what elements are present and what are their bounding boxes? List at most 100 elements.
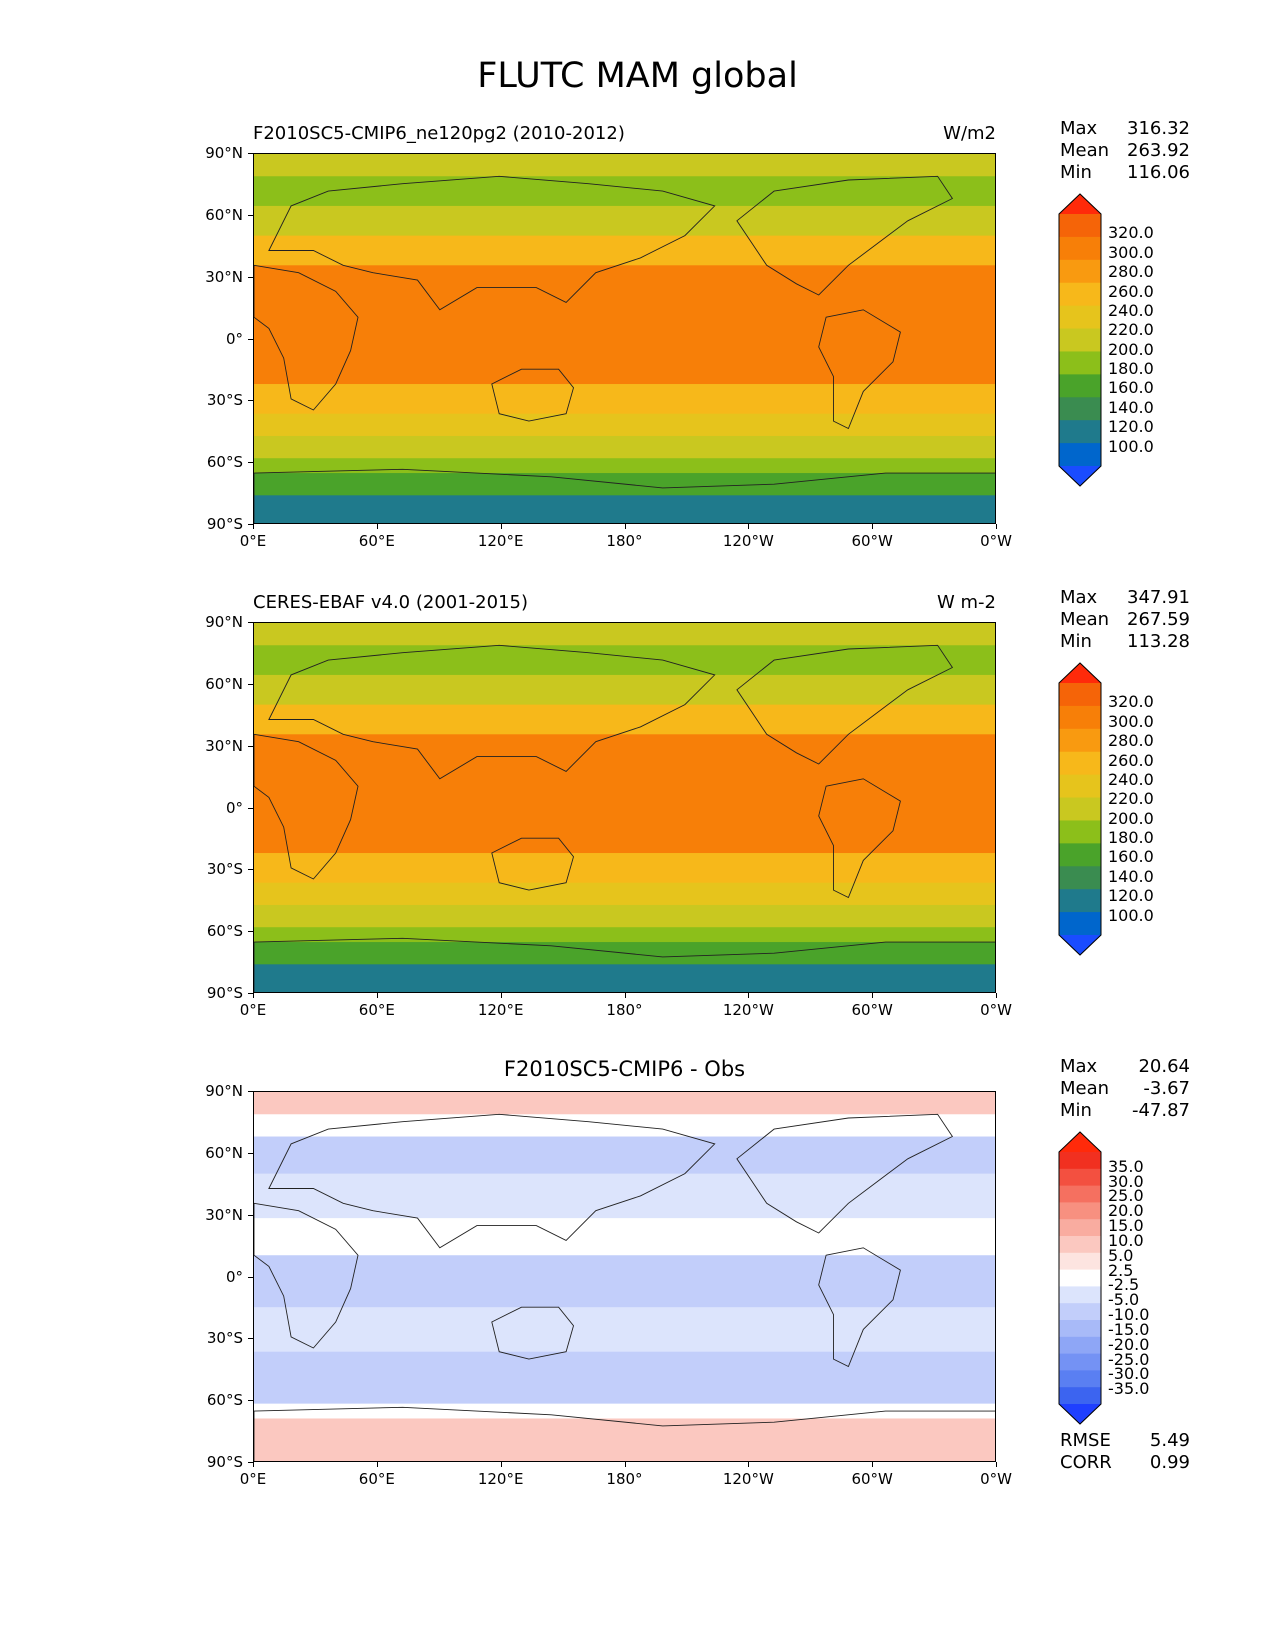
lon-tick-mark [748,1462,750,1467]
colorbar-tick-label: 240.0 [1108,769,1154,789]
colorbar-tick-label: 160.0 [1108,378,1154,398]
lat-tick-label: 60°S [206,453,243,472]
lon-tick-mark [253,1462,254,1467]
lon-tick-mark [996,524,997,529]
colorbar-swatch [1059,1202,1101,1220]
lat-tick-mark [248,214,253,216]
coastline [268,1113,716,1249]
colorbar-swatch [1059,351,1101,375]
colorbar-tick-label: 100.0 [1108,905,1154,925]
coastline [736,644,954,765]
colorbar-swatch [1059,705,1101,730]
field-band [254,734,995,765]
colorbar [1058,193,1102,491]
colorbar-outline [1058,193,1102,487]
colorbar-tick-label: 300.0 [1108,242,1154,262]
lat-tick-label: 90°S [206,515,243,533]
coastline [491,368,574,422]
colorbar-swatch [1059,214,1101,238]
field-band [254,674,995,706]
lat-tick-label: 60°S [206,922,243,941]
stat-mean-value: 267.59 [1127,609,1190,630]
stat-max-label: Max [1060,587,1098,608]
metric-rmse-value: 5.49 [1149,1430,1190,1451]
colorbar-swatch [1059,1286,1101,1304]
colorbar-tick-label: -35.0 [1108,1379,1150,1399]
field-band [254,704,995,736]
colorbar-swatch [1059,1303,1101,1321]
colorbar-swatch [1059,1185,1101,1203]
colorbar-tick-label: -20.0 [1108,1334,1150,1354]
stat-min: Min 113.28 [1060,631,1190,653]
stat-mean-label: Mean [1060,1078,1110,1099]
lat-tick-mark [248,931,253,933]
metrics-block: RMSE 5.49 CORR 0.99 [1060,1430,1190,1474]
colorbar-extend-min [1059,1404,1101,1424]
lon-tick-mark [624,1462,626,1467]
panel-title-center: F2010SC5-CMIP6 - Obs [503,1057,746,1081]
colorbar-swatch [1059,1336,1101,1355]
colorbar-tick-label: 160.0 [1108,847,1154,867]
field-band [254,384,995,415]
map-plot [253,1091,996,1462]
colorbar-extend-max [1059,1132,1101,1152]
colorbar-tick-label: -5.0 [1108,1290,1140,1310]
lon-tick-label: 120°E [477,532,524,550]
lon-tick-mark [376,1462,378,1467]
stat-max: Max 347.91 [1060,587,1190,609]
colorbar [1058,662,1102,960]
stat-mean-label: Mean [1060,609,1110,630]
stat-mean: Mean 263.92 [1060,140,1190,162]
stat-mean-label: Mean [1060,140,1110,161]
lat-tick-mark [248,1462,253,1463]
lon-tick-mark [872,1462,874,1467]
field-band [254,205,995,237]
lat-tick-label: 60°S [206,1391,243,1410]
lon-tick-mark [500,993,502,998]
lat-tick-mark [248,993,253,994]
coastline [254,733,359,880]
colorbar-tick-label: 320.0 [1108,692,1154,712]
lon-tick-mark [748,993,750,998]
colorbar-swatch [1059,374,1101,398]
colorbar-tick-label: -10.0 [1108,1305,1150,1325]
lon-tick-mark [624,524,626,529]
stat-min-label: Min [1060,631,1092,652]
lat-tick-label: 30°N [205,736,243,755]
stat-max-value: 347.91 [1127,587,1190,608]
stat-min-label: Min [1060,162,1092,183]
lat-tick-label: 0° [225,1267,243,1286]
colorbar-swatch [1059,1152,1101,1170]
colorbar-tick-label: 180.0 [1108,359,1154,379]
colorbar-tick-label: -15.0 [1108,1319,1150,1339]
lat-tick-mark [248,622,253,623]
field-band [254,1218,995,1257]
stats-block: Max 20.64 Mean -3.67 Min -47.87 [1060,1056,1190,1122]
lat-tick-label: 90°N [205,1082,243,1100]
coastline [254,1202,359,1349]
lon-tick-label: 120°W [722,532,774,550]
colorbar-tick-label: 25.0 [1108,1186,1144,1206]
field-band [254,294,995,386]
colorbar-swatch [1059,866,1101,890]
colorbar-extend-max [1059,663,1101,683]
metric-corr-value: 0.99 [1149,1452,1190,1473]
colorbar-tick-label: 140.0 [1108,866,1154,886]
field-band [254,645,995,676]
colorbar-swatch [1059,282,1101,307]
field-band [254,1255,995,1309]
field-band [254,435,995,460]
lon-tick-label: 60°E [358,532,395,550]
colorbar-swatch [1059,443,1101,467]
field-band [254,942,995,966]
colorbar-swatch [1059,305,1101,330]
lon-tick-label: 120°E [477,1001,524,1019]
stat-mean-value: 263.92 [1127,140,1190,161]
lat-tick-mark [248,400,253,402]
map-field [254,1092,995,1461]
colorbar-swatch [1059,1252,1101,1271]
colorbar-tick-label: 240.0 [1108,300,1154,320]
lat-tick-mark [248,807,253,809]
colorbar-tick-label: 100.0 [1108,436,1154,456]
lon-tick-label: 120°W [722,1001,774,1019]
